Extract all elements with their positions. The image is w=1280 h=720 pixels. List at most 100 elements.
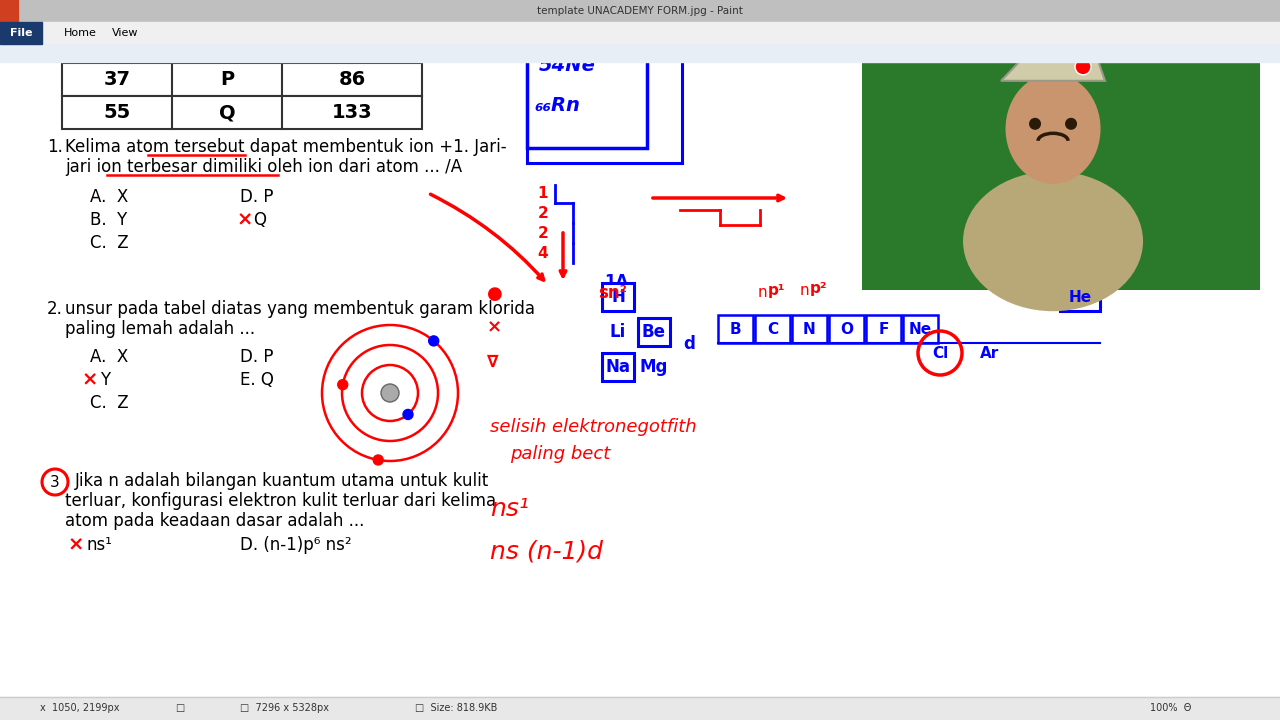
Text: E. Q: E. Q <box>241 371 274 389</box>
Text: Na: Na <box>605 358 631 376</box>
Text: Kelima atom tersebut dapat membentuk ion +1. Jari-: Kelima atom tersebut dapat membentuk ion… <box>65 138 507 156</box>
Text: template UNACADEMY FORM.jpg - Paint: template UNACADEMY FORM.jpg - Paint <box>538 6 742 16</box>
Polygon shape <box>1001 29 1105 81</box>
Text: Ne: Ne <box>909 322 932 336</box>
Bar <box>527 38 646 148</box>
Bar <box>0 22 1280 44</box>
Text: Mg: Mg <box>640 358 668 376</box>
Bar <box>0 697 1280 720</box>
Text: x  1050, 2199px: x 1050, 2199px <box>40 703 119 713</box>
Text: sn²: sn² <box>598 284 627 302</box>
Text: d: d <box>684 335 695 353</box>
Ellipse shape <box>963 171 1143 311</box>
Text: View: View <box>111 28 138 38</box>
Bar <box>718 315 753 343</box>
Bar <box>61 96 422 129</box>
Text: Ar: Ar <box>980 346 1000 361</box>
Text: D. P: D. P <box>241 188 274 206</box>
Text: paling lemah adalah ...: paling lemah adalah ... <box>65 320 255 338</box>
Text: 54Ne: 54Ne <box>539 56 596 75</box>
Text: selisih elektronegotfith: selisih elektronegotfith <box>490 418 696 436</box>
Text: □: □ <box>175 703 184 713</box>
Text: Be: Be <box>643 323 666 341</box>
Text: He: He <box>1069 289 1092 305</box>
Text: Z: Z <box>220 40 233 58</box>
Bar <box>0 22 42 44</box>
Text: ns (n-1)d: ns (n-1)d <box>490 540 603 564</box>
Circle shape <box>403 410 413 420</box>
Text: H: H <box>611 288 625 306</box>
Text: terluar, konfigurasi elektron kulit terluar dari kelima: terluar, konfigurasi elektron kulit terl… <box>65 492 497 510</box>
Ellipse shape <box>1006 74 1101 184</box>
Bar <box>602 353 634 381</box>
Circle shape <box>381 384 399 402</box>
Text: A.  X: A. X <box>90 188 128 206</box>
Text: ∇: ∇ <box>486 353 499 371</box>
Text: 37: 37 <box>104 70 131 89</box>
Circle shape <box>1065 118 1076 130</box>
Bar <box>0 62 1280 697</box>
Text: ₆₆Rn: ₆₆Rn <box>535 96 581 115</box>
Bar <box>902 315 938 343</box>
Text: ×: × <box>486 318 502 336</box>
Text: 1A: 1A <box>604 273 628 291</box>
Text: □  Size: 818.9KB: □ Size: 818.9KB <box>415 703 498 713</box>
Text: 133: 133 <box>332 103 372 122</box>
Bar <box>792 315 827 343</box>
Text: ns¹: ns¹ <box>490 497 529 521</box>
Text: ns¹: ns¹ <box>86 536 111 554</box>
Text: D. P: D. P <box>241 348 274 366</box>
Text: N: N <box>803 322 815 336</box>
Text: □  7296 x 5328px: □ 7296 x 5328px <box>241 703 329 713</box>
Text: Li: Li <box>609 323 626 341</box>
Text: Q: Q <box>219 103 236 122</box>
Text: n: n <box>800 283 810 298</box>
Text: 3: 3 <box>50 474 60 490</box>
Text: C.  Z: C. Z <box>90 234 128 252</box>
Text: ●: ● <box>486 285 503 303</box>
Text: P: P <box>220 70 234 89</box>
Circle shape <box>1075 59 1091 75</box>
Text: n: n <box>758 285 768 300</box>
Text: C: C <box>767 322 778 336</box>
Bar <box>0 0 1280 22</box>
Text: 2: 2 <box>538 225 548 240</box>
Circle shape <box>1029 118 1041 130</box>
Text: File: File <box>10 28 32 38</box>
Text: B: B <box>730 322 741 336</box>
Bar <box>61 63 422 96</box>
Circle shape <box>374 455 383 465</box>
Text: ×: × <box>68 535 84 554</box>
Bar <box>61 35 422 63</box>
Text: 2.: 2. <box>47 300 63 318</box>
Text: atom pada keadaan dasar adalah ...: atom pada keadaan dasar adalah ... <box>65 512 365 530</box>
Text: ×: × <box>237 210 253 229</box>
Bar <box>0 0 18 22</box>
Bar <box>861 30 1260 290</box>
Text: ×: × <box>82 370 99 389</box>
Text: 2: 2 <box>538 205 548 220</box>
Text: unsur pada tabel diatas yang membentuk garam klorida: unsur pada tabel diatas yang membentuk g… <box>65 300 535 318</box>
Text: paling bect: paling bect <box>509 445 611 463</box>
Bar <box>637 318 669 346</box>
Text: C.  Z: C. Z <box>90 394 128 412</box>
Text: 55: 55 <box>104 103 131 122</box>
Text: A.  X: A. X <box>90 348 128 366</box>
Bar <box>867 315 901 343</box>
Text: 4: 4 <box>538 246 548 261</box>
Text: Home: Home <box>64 28 96 38</box>
Text: F: F <box>878 322 888 336</box>
Text: p¹: p¹ <box>768 283 786 298</box>
Text: Q: Q <box>253 211 266 229</box>
Bar <box>829 315 864 343</box>
Text: 1: 1 <box>538 186 548 200</box>
Bar <box>0 44 1280 62</box>
Text: O: O <box>840 322 852 336</box>
Bar <box>1060 283 1100 311</box>
Circle shape <box>429 336 439 346</box>
Text: p²: p² <box>810 281 827 296</box>
Text: 86: 86 <box>338 70 366 89</box>
Text: jari ion terbesar dimiliki oleh ion dari atom ... /A: jari ion terbesar dimiliki oleh ion dari… <box>65 158 462 176</box>
Text: D. (n-1)p⁶ ns²: D. (n-1)p⁶ ns² <box>241 536 352 554</box>
Circle shape <box>338 379 348 390</box>
